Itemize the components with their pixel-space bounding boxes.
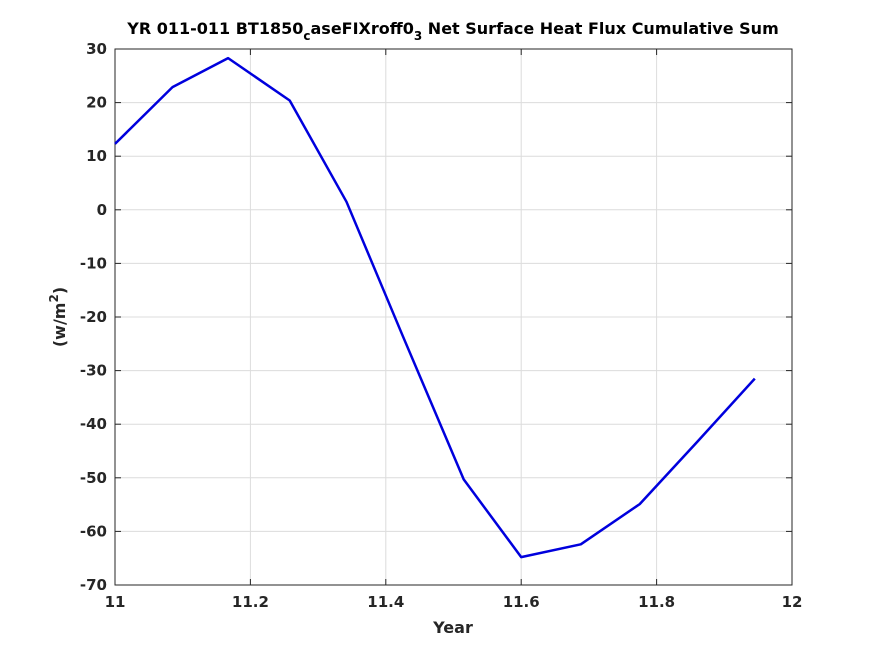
y-tick-label: 20 [86, 94, 107, 112]
y-tick-label: -40 [80, 415, 107, 433]
x-tick-label: 11.2 [232, 593, 269, 611]
x-tick-label: 11 [105, 593, 126, 611]
grid-lines [114, 48, 793, 586]
y-tick-label: -60 [80, 522, 107, 540]
x-tick-label: 11.6 [503, 593, 540, 611]
y-tick-label: 10 [86, 147, 107, 165]
series-layer [114, 56, 756, 559]
x-axis-label: Year [432, 618, 473, 637]
y-tick-label: -50 [80, 469, 107, 487]
series-line [114, 56, 756, 559]
y-tick-label: -10 [80, 254, 107, 272]
y-tick-label: -20 [80, 308, 107, 326]
x-tick-label: 11.4 [367, 593, 404, 611]
x-tick-label: 12 [782, 593, 803, 611]
y-tick-label: -30 [80, 362, 107, 380]
y-tick-label: 30 [86, 40, 107, 58]
y-tick-label: 0 [97, 201, 107, 219]
chart-title: YR 011-011 BT1850caseFIXroff03 Net Surfa… [126, 19, 778, 43]
axis-ticks: 11 11.2 11.4 11.6 11.8 12 -70 -60 -50 -40 -30 -20 -1… [80, 40, 803, 611]
y-tick-label: -70 [80, 576, 107, 594]
x-tick-label: 11.8 [638, 593, 675, 611]
y-axis-label: (w/m2) [47, 287, 69, 347]
